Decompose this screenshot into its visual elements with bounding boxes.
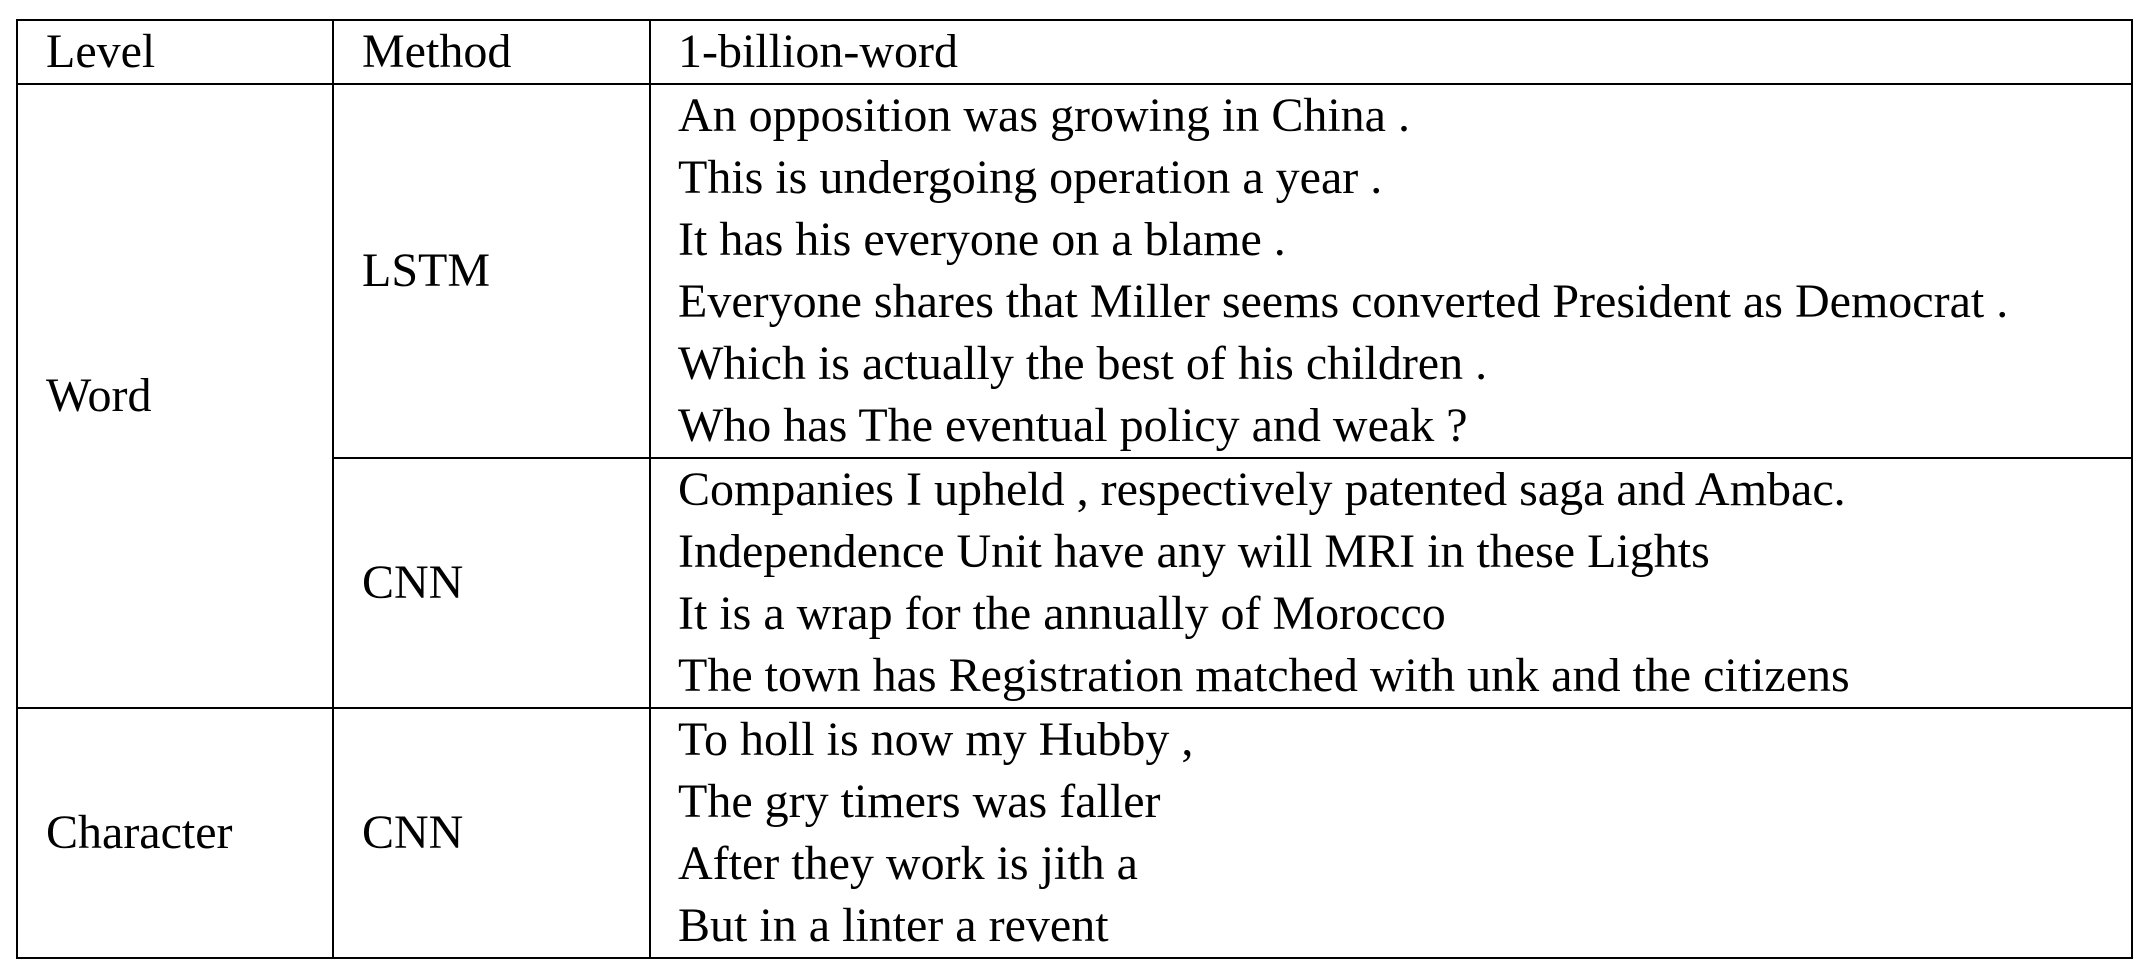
sample-sentence: This is undergoing operation a year .: [678, 151, 1383, 204]
table-header-row: Level Method 1-billion-word: [16, 19, 2133, 85]
sample-sentence: After they work is jith a: [678, 837, 1138, 890]
samples-cell-word-lstm: An opposition was growing in China . Thi…: [649, 83, 2133, 459]
sample-sentence: But in a linter a revent: [678, 899, 1109, 952]
sample-sentence: The gry timers was faller: [678, 775, 1161, 828]
sample-sentence: It is a wrap for the annually of Morocco: [678, 587, 1446, 640]
sample-sentence: Companies I upheld , respectively patent…: [678, 463, 1846, 516]
sample-sentence: Everyone shares that Miller seems conver…: [678, 275, 2009, 328]
samples-cell-character-cnn: To holl is now my Hubby , The gry timers…: [649, 707, 2133, 959]
sample-sentence: Which is actually the best of his childr…: [678, 337, 1488, 390]
sample-sentence: To holl is now my Hubby ,: [678, 713, 1194, 766]
samples-cell-word-cnn: Companies I upheld , respectively patent…: [649, 457, 2133, 709]
level-cell-character: Character: [16, 707, 334, 959]
sample-sentence: It has his everyone on a blame .: [678, 213, 1286, 266]
header-level: Level: [16, 19, 334, 85]
method-cell-character-cnn: CNN: [332, 707, 651, 959]
sample-sentence: An opposition was growing in China .: [678, 89, 1410, 142]
sample-sentence: The town has Registration matched with u…: [678, 649, 1850, 702]
header-method: Method: [332, 19, 651, 85]
table-row-word-lstm: Word LSTM An opposition was growing in C…: [16, 83, 2133, 709]
method-cell-word-lstm: LSTM: [332, 83, 651, 459]
header-dataset: 1-billion-word: [649, 19, 2133, 85]
generated-samples-table: Level Method 1-billion-word Word LSTM An…: [16, 19, 2133, 959]
method-cell-word-cnn: CNN: [332, 457, 651, 709]
sample-sentence: Independence Unit have any will MRI in t…: [678, 525, 1710, 578]
table-row-character-cnn: Character CNN To holl is now my Hubby , …: [16, 707, 2133, 959]
sample-sentence: Who has The eventual policy and weak ?: [678, 399, 1468, 452]
table-row-word-cnn: CNN Companies I upheld , respectively pa…: [17, 457, 2133, 709]
level-cell-word: Word: [16, 83, 334, 709]
